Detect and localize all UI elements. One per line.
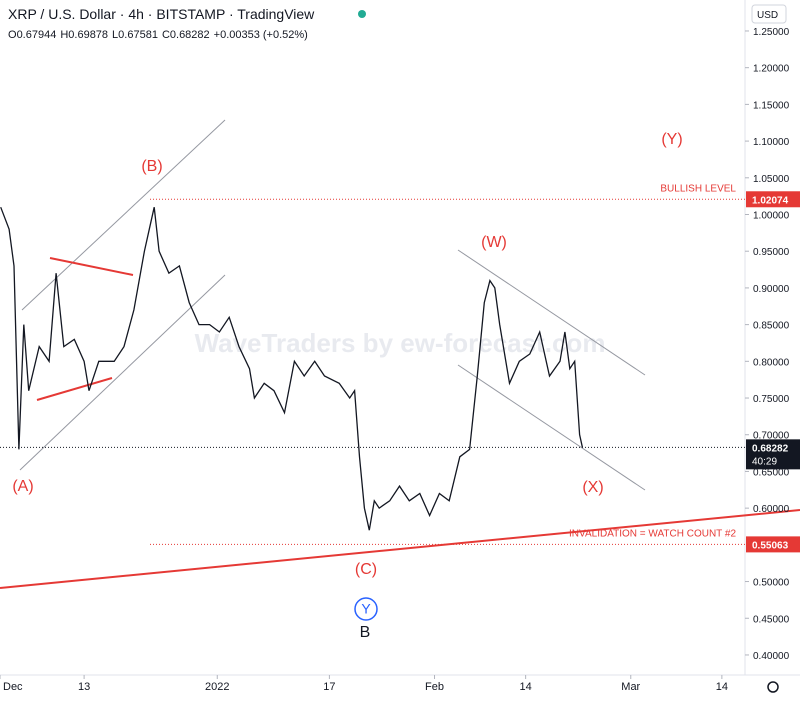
ohlc-key: C	[162, 29, 170, 41]
y-tick-label: 1.00000	[753, 211, 790, 222]
trendlines	[0, 257, 800, 589]
wave-circle	[354, 597, 378, 621]
price-tag-label: 1.02074	[752, 195, 789, 206]
status-dot	[358, 10, 366, 18]
y-tick-label: 0.60000	[753, 504, 790, 515]
ohlc-value: 0.67944	[17, 29, 57, 41]
ohlc-key: O	[8, 29, 17, 41]
y-tick-label: 0.70000	[753, 431, 790, 442]
channel-line	[457, 249, 646, 376]
wave-label: (W)	[481, 234, 507, 251]
ohlc-change: +0.00353 (+0.52%)	[214, 29, 308, 41]
ohlc-value: 0.68282	[170, 29, 210, 41]
price-tag	[746, 439, 800, 470]
header-title: XRP / U.S. Dollar · 4h · BITSTAMP · Trad…	[8, 6, 315, 22]
currency: USD	[757, 10, 778, 21]
trendline	[49, 257, 134, 276]
y-tick-label: 0.80000	[753, 357, 790, 368]
wave-label: (B)	[141, 158, 162, 175]
ohlc-key: H	[60, 29, 68, 41]
wave-label: (X)	[582, 479, 603, 496]
wave-label: (Y)	[661, 131, 682, 148]
ohlc-value: 0.69878	[68, 29, 108, 41]
trendline	[0, 509, 800, 589]
trendline	[36, 377, 113, 401]
price-line	[0, 206, 584, 531]
x-tick-label: 14	[716, 681, 728, 693]
y-tick-label: 0.40000	[753, 651, 790, 662]
currency-button[interactable]	[751, 4, 787, 24]
wave-label: (A)	[12, 478, 33, 495]
ohlc-value: 0.67581	[118, 29, 158, 41]
price-tag	[746, 191, 800, 208]
y-tick-label: 0.45000	[753, 614, 790, 625]
y-tick-label: 1.20000	[753, 64, 790, 75]
settings-icon[interactable]	[767, 681, 779, 693]
wave-label: B	[360, 624, 371, 641]
wave-label: (C)	[355, 561, 377, 578]
level-label: BULLISH LEVEL	[660, 183, 736, 194]
x-tick-label: Feb	[425, 681, 444, 693]
y-tick-label: 0.95000	[753, 247, 790, 258]
y-tick-label: 1.15000	[753, 100, 790, 111]
countdown: 40:29	[752, 456, 777, 467]
price-tag	[746, 536, 800, 553]
y-tick-label: 0.75000	[753, 394, 790, 405]
x-tick-label: 14	[520, 681, 532, 693]
y-tick-label: 0.90000	[753, 284, 790, 295]
ohlc: O 0.67944 H 0.69878 L 0.67581 C 0.68282 +0.00353…	[8, 29, 308, 41]
x-tick-label: 2022	[205, 681, 229, 693]
y-tick-label: 1.10000	[753, 137, 790, 148]
y-tick-label: 1.25000	[753, 27, 790, 38]
price-tag-label: 0.55063	[752, 540, 789, 551]
price-tag-label: 0.68282	[752, 443, 789, 454]
watermark: WaveTraders by ew-forecast.com	[195, 328, 606, 358]
x-tick-label: 13	[78, 681, 90, 693]
level-label: INVALIDATION = WATCH COUNT #2	[569, 528, 736, 539]
wave-label: Y	[361, 601, 371, 617]
x-tick-label: 17	[323, 681, 335, 693]
y-tick-label: 1.05000	[753, 174, 790, 185]
y-tick-label: 0.85000	[753, 321, 790, 332]
y-tick-label: 0.50000	[753, 578, 790, 589]
x-tick-label: Dec	[3, 681, 23, 693]
ohlc-key: L	[112, 29, 118, 41]
channel-line	[457, 364, 646, 491]
x-tick-label: Mar	[621, 681, 640, 693]
y-tick-label: 0.65000	[753, 467, 790, 478]
